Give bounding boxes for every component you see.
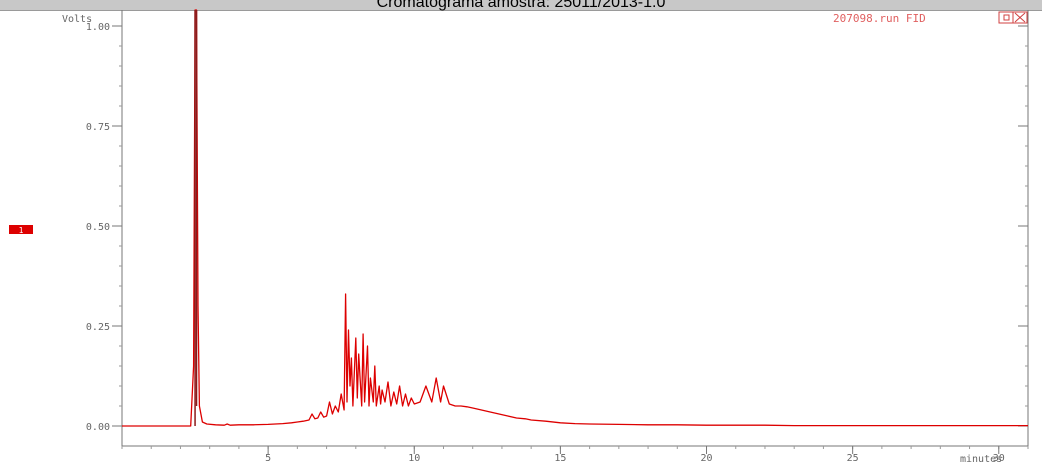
x-tick-label: 30 <box>993 453 1005 464</box>
x-tick-label: 5 <box>265 453 271 464</box>
x-tick-label: 10 <box>408 453 420 464</box>
chart-title: Cromatograma amostra: 25011/2013-1.0 <box>376 0 666 11</box>
y-tick-label: 0.25 <box>86 322 110 333</box>
restore-icon-inner <box>1003 14 1010 21</box>
x-tick-label: 25 <box>847 453 859 464</box>
trace-marker[interactable]: 1 <box>9 225 33 235</box>
close-icon-stroke-b <box>1014 12 1026 23</box>
trace-layer <box>122 9 1028 427</box>
close-icon[interactable] <box>1012 11 1028 24</box>
y-tick-label: 0.75 <box>86 122 110 133</box>
trace-marker-box[interactable] <box>9 225 33 234</box>
restore-icon[interactable] <box>998 11 1014 24</box>
window-title-bar: Cromatograma amostra: 25011/2013-1.0 <box>0 0 1042 11</box>
y-tick-label: 1.00 <box>86 22 110 33</box>
trace-label: 207098.run FID <box>833 12 926 25</box>
trace-marker-label: 1 <box>19 226 24 235</box>
x-tick-label: 20 <box>700 453 712 464</box>
x-tick-label: 15 <box>554 453 566 464</box>
y-tick-label: 0.00 <box>86 422 110 433</box>
y-axis-label: Volts <box>62 14 92 25</box>
axis-layer: 0.00 0.25 0.50 0.75 1.00 5 10 15 20 25 30 <box>86 10 1029 464</box>
label-layer: Volts minutes 207098.run FID <box>62 12 1002 465</box>
chromatogram-trace <box>122 9 1028 427</box>
window-control-icons[interactable] <box>998 11 1028 24</box>
x-axis-label: minutes <box>960 454 1002 465</box>
y-tick-label: 0.50 <box>86 222 110 233</box>
